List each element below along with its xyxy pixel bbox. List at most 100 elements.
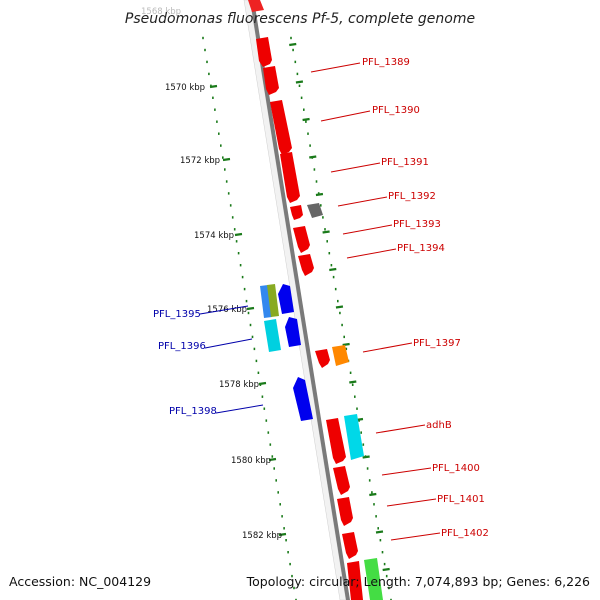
outer-ruler-dot [345,347,348,351]
gene-label-pfl-1402[interactable]: PFL_1402 [441,528,489,539]
gene-pfl-1403-green-arrow[interactable] [364,558,383,600]
outer-ruler-dot [341,323,343,327]
gene-pfl-1402-arrow[interactable] [342,532,358,559]
outer-ruler-dot [390,598,392,600]
gene-label-pfl-1391[interactable]: PFL_1391 [381,157,429,168]
outer-tick-dash [382,567,390,572]
inner-ruler-dot [269,443,272,446]
inner-tick-dash [278,532,287,537]
genome-backbone [243,0,350,600]
outer-ruler-dot [383,562,386,566]
gene-pfl-1400-arrow[interactable] [333,466,350,495]
outer-ruler-dot [366,467,369,470]
inner-ruler-dot [216,120,218,123]
inner-ruler-dot [208,72,210,76]
gene-pfl-1395-arrow[interactable] [278,284,294,314]
gene-label-pfl-1389[interactable]: PFL_1389 [362,57,410,68]
outer-ruler-dot [373,503,375,506]
outer-ruler-dot [315,180,318,183]
inner-ruler-dot [229,204,232,207]
gene-pfl-1396-arrow[interactable] [285,317,301,347]
gene-pfl-1388-arrow[interactable] [248,0,264,12]
gene-labels: PFL_1389 PFL_1390 PFL_1391 PFL_1392 PFL_… [153,57,489,539]
ruler-tick-marks [209,42,390,572]
inner-ruler-dot [279,503,281,506]
gene-pfl-1397-arrow[interactable] [315,349,330,368]
outer-ruler-dot [385,574,388,578]
gene-label-pfl-1398[interactable]: PFL_1398 [169,406,217,417]
outer-tick-dash [342,342,350,347]
tick-label-1574: 1574 kbp [194,231,234,241]
gene-pfl-1401-arrow[interactable] [337,497,353,526]
inner-ruler-dot [227,192,230,195]
inner-ruler-dots [202,36,297,600]
gene-pfl-1391-arrow[interactable] [280,152,300,203]
inner-ruler-dot [237,252,240,255]
inner-ruler-dot [218,132,220,135]
gene-label-pfl-1393[interactable]: PFL_1393 [393,219,441,230]
gene-pfl-1396-a-arrow[interactable] [264,319,281,352]
ruler-rings [202,36,392,600]
leader-pfl-1397 [362,342,413,353]
inner-ruler-dot [251,335,254,339]
gene-label-pfl-1390[interactable]: PFL_1390 [372,105,420,116]
inner-tick-dash [268,457,277,462]
inner-ruler-dot [220,144,222,147]
inner-ruler-dot [255,359,258,363]
inner-ruler-dot [241,275,244,279]
outer-ruler-dot [388,586,390,590]
leader-pfl-1390 [320,110,371,122]
inner-tick-dash [209,84,218,89]
outer-ruler-dot [371,491,373,494]
forward-strand-genes [248,0,383,600]
leader-pfl-1400 [381,467,432,476]
tick-label-1582: 1582 kbp [242,531,282,541]
gene-label-pfl-1392[interactable]: PFL_1392 [388,191,436,202]
gene-label-pfl-1396[interactable]: PFL_1396 [158,341,206,352]
inner-ruler-dot [271,455,274,458]
gene-pfl-1395-b-arrow[interactable] [267,284,279,317]
outer-ruler-dot [317,192,320,195]
gene-pfl-1389b-arrow[interactable] [263,66,279,95]
gene-pfl-1392-arrow[interactable] [290,205,303,220]
outer-tick-dash [349,380,357,384]
leader-pfl-1401 [386,498,437,507]
gene-label-adhb[interactable]: adhB [426,420,452,431]
gene-label-pfl-1400[interactable]: PFL_1400 [432,463,480,474]
inner-ruler-dot [261,395,264,398]
inner-ruler-dot [253,347,256,351]
inner-ruler-dot [212,96,214,99]
outer-tick-dash [322,230,330,234]
inner-ruler-dot [204,48,206,52]
gene-label-pfl-1397[interactable]: PFL_1397 [413,338,461,349]
outer-ruler-dot [290,36,292,40]
gene-adhb-cyan-arrow[interactable] [344,414,364,460]
gene-pfl-1403-arrow[interactable] [347,561,363,600]
outer-tick-dash [295,80,304,84]
gene-pfl-1393-arrow[interactable] [293,226,310,253]
gene-pfl-1392b-arrow[interactable] [307,203,323,218]
leader-pfl-1394 [346,248,397,259]
inner-ruler-dot [224,168,226,171]
gene-pfl-1390-arrow[interactable] [270,100,292,155]
gene-pfl-1389-arrow[interactable] [256,37,272,67]
gene-adhb-arrow[interactable] [326,418,346,464]
tick-label-1580: 1580 kbp [231,456,271,466]
gene-label-pfl-1395[interactable]: PFL_1395 [153,309,201,320]
gene-pfl-1398-arrow[interactable] [293,377,313,421]
outer-ruler-dot [337,299,339,303]
leader-pfl-1391 [330,162,381,173]
inner-ruler-dot [295,598,297,600]
reverse-strand-genes [260,284,313,421]
gene-pfl-1394-arrow[interactable] [298,254,314,276]
outer-ruler-dot [381,551,384,554]
inner-ruler-dot [233,228,236,231]
inner-ruler-dot [257,371,260,374]
gene-label-pfl-1394[interactable]: PFL_1394 [397,243,445,254]
outer-ruler-dot [334,287,337,291]
gene-label-pfl-1401[interactable]: PFL_1401 [437,494,485,505]
outer-tick-dash [289,42,297,47]
outer-ruler-dot [368,479,371,482]
gene-pfl-1397b-arrow[interactable] [332,345,349,366]
tick-label-1578: 1578 kbp [219,380,259,390]
